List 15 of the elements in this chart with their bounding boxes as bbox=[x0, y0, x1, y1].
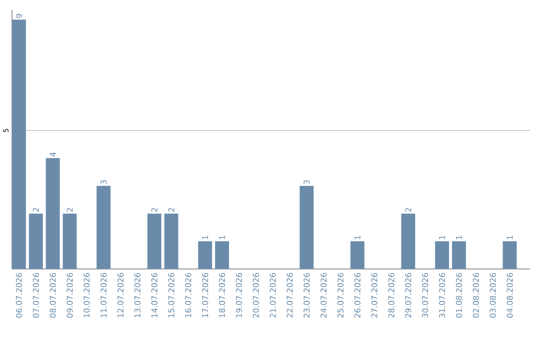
bar bbox=[46, 158, 60, 270]
bar bbox=[12, 20, 26, 270]
bar bbox=[401, 214, 416, 270]
bar bbox=[502, 241, 517, 270]
bar bbox=[350, 241, 364, 270]
bar bbox=[435, 241, 450, 270]
bar bbox=[198, 241, 212, 270]
bar bbox=[62, 214, 77, 270]
bar bbox=[96, 186, 111, 270]
bar bbox=[28, 214, 43, 270]
bar bbox=[300, 186, 314, 270]
bar bbox=[147, 214, 162, 270]
bar bbox=[164, 214, 178, 270]
bar bbox=[452, 241, 466, 270]
bar bbox=[215, 241, 230, 270]
